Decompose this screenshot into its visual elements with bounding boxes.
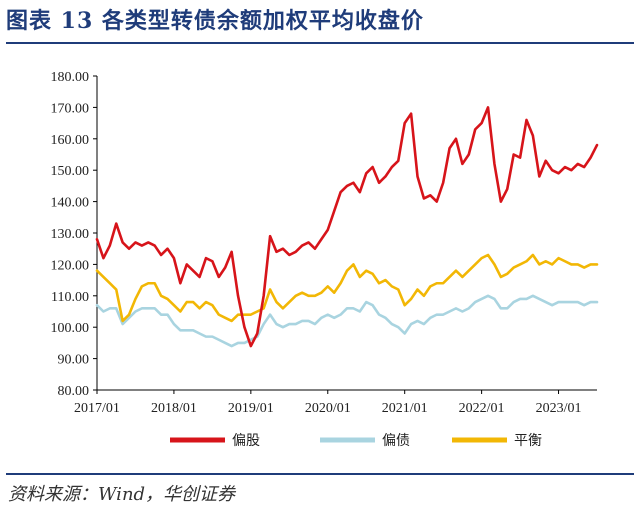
x-tick-label: 2019/01	[228, 401, 274, 416]
series-line-2	[95, 253, 599, 323]
y-tick-label: 150.00	[51, 164, 90, 179]
chart-legend: 偏股 偏债 平衡	[170, 433, 542, 449]
source-divider	[6, 473, 634, 475]
x-tick-label: 2017/01	[74, 401, 120, 416]
series-line-1	[95, 294, 599, 348]
y-tick-label: 180.00	[51, 70, 90, 85]
y-tick-label: 130.00	[51, 227, 90, 242]
x-tick-label: 2021/01	[382, 401, 428, 416]
y-tick-label: 170.00	[51, 101, 90, 116]
y-tick-label: 140.00	[51, 196, 90, 211]
title-divider	[6, 42, 634, 44]
series-layer	[95, 106, 599, 348]
y-tick-label: 100.00	[51, 321, 90, 336]
x-tick-label: 2020/01	[305, 401, 351, 416]
y-tick-label: 160.00	[51, 133, 90, 148]
source-note: 资料来源：Wind，华创证券	[8, 484, 236, 505]
x-tick-label: 2018/01	[151, 401, 197, 416]
legend-label-1: 偏债	[382, 433, 410, 449]
y-tick-label: 110.00	[51, 290, 89, 305]
y-tick-label: 80.00	[58, 384, 90, 399]
y-tick-label: 120.00	[51, 258, 90, 273]
legend-label-0: 偏股	[232, 433, 260, 449]
chart-axes: 180.00 170.00 160.00 150.00 140.00 130.00 120.…	[51, 70, 597, 416]
y-tick-label: 90.00	[58, 353, 90, 368]
x-tick-label: 2022/01	[459, 401, 505, 416]
chart-title: 图表 13 各类型转债余额加权平均收盘价	[6, 8, 424, 34]
legend-label-2: 平衡	[514, 433, 542, 449]
series-line-0	[95, 106, 599, 348]
x-tick-label: 2023/01	[536, 401, 582, 416]
